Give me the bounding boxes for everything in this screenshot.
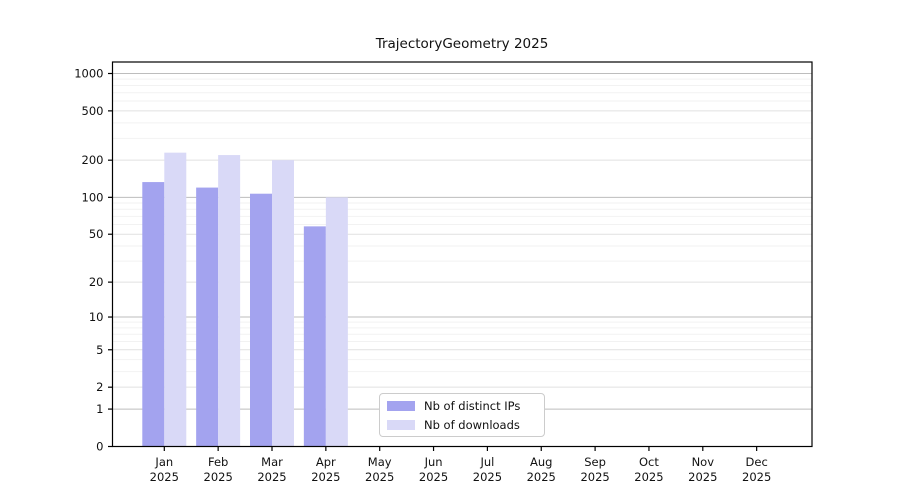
x-tick-label-year: 2025 xyxy=(311,470,340,484)
x-tick-label-month: Nov xyxy=(692,455,715,469)
x-tick-label-year: 2025 xyxy=(742,470,771,484)
x-tick-label-month: Oct xyxy=(639,455,659,469)
x-tick-label-year: 2025 xyxy=(473,470,502,484)
y-tick-label: 1 xyxy=(96,402,103,416)
bar-feb-downloads xyxy=(218,155,241,447)
x-tick-label-month: Jul xyxy=(479,455,494,469)
x-tick-label-year: 2025 xyxy=(580,470,609,484)
x-tick-label-year: 2025 xyxy=(204,470,233,484)
x-tick-label-year: 2025 xyxy=(150,470,179,484)
legend-label-downloads: Nb of downloads xyxy=(424,417,520,432)
y-tick-label: 1000 xyxy=(74,67,103,81)
bar-jan-downloads xyxy=(164,152,187,447)
bar-mar-downloads xyxy=(272,160,294,447)
legend-swatch-distinct-ips xyxy=(387,400,415,411)
y-tick-label: 200 xyxy=(82,153,104,167)
legend-swatch-downloads xyxy=(387,419,415,430)
x-tick-label-year: 2025 xyxy=(365,470,394,484)
bar-apr-downloads xyxy=(325,197,348,447)
plot-border xyxy=(111,61,813,448)
x-tick-label-month: Jun xyxy=(424,455,443,469)
x-tick-label-month: Mar xyxy=(261,455,283,469)
bar-feb-ips xyxy=(196,187,219,447)
y-tick-label: 5 xyxy=(96,343,103,357)
x-tick-label-month: Aug xyxy=(530,455,552,469)
legend-item-distinct-ips: Nb of distinct IPs xyxy=(387,398,536,414)
x-tick-label-year: 2025 xyxy=(419,470,448,484)
y-tick-label: 500 xyxy=(82,104,104,118)
y-tick-label: 100 xyxy=(82,190,104,204)
bar-apr-ips xyxy=(303,226,326,447)
x-tick-label-year: 2025 xyxy=(688,470,717,484)
x-tick-label-month: May xyxy=(368,455,392,469)
x-tick-label-month: Dec xyxy=(746,455,768,469)
x-tick-label-year: 2025 xyxy=(527,470,556,484)
y-tick-label: 0 xyxy=(96,440,103,454)
legend: Nb of distinct IPs Nb of downloads xyxy=(379,393,545,437)
x-tick-label-year: 2025 xyxy=(257,470,286,484)
legend-label-distinct-ips: Nb of distinct IPs xyxy=(424,398,521,413)
y-tick-label: 20 xyxy=(89,275,104,289)
chart-title: TrajectoryGeometry 2025 xyxy=(375,36,549,52)
x-tick-label-month: Feb xyxy=(208,455,228,469)
y-tick-label: 50 xyxy=(89,227,104,241)
y-tick-label: 2 xyxy=(96,380,103,394)
y-tick-label: 10 xyxy=(89,310,104,324)
legend-item-downloads: Nb of downloads xyxy=(387,417,536,433)
x-tick-label-month: Apr xyxy=(316,455,336,469)
x-tick-label-year: 2025 xyxy=(634,470,663,484)
bar-jan-ips xyxy=(142,182,165,447)
bar-mar-ips xyxy=(250,193,272,447)
x-tick-label-month: Jan xyxy=(154,455,173,469)
x-tick-label-month: Sep xyxy=(584,455,606,469)
